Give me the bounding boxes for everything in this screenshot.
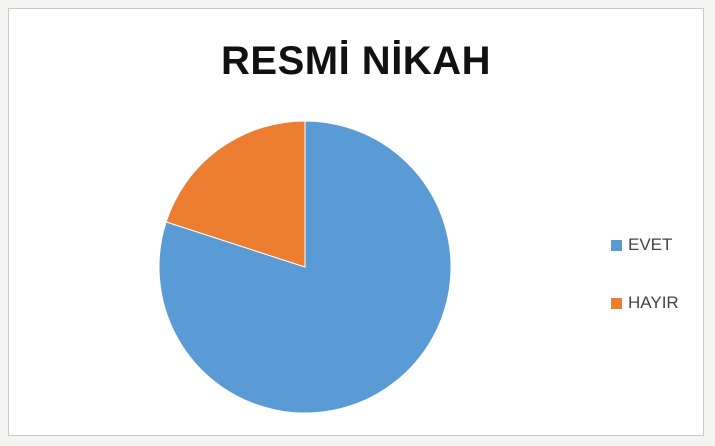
legend-item-hayir: HAYIR (611, 292, 679, 314)
legend: EVET HAYIR (611, 234, 679, 350)
legend-swatch-hayir (611, 297, 622, 309)
chart-title: RESMİ NİKAH (221, 39, 491, 83)
chart-frame: RESMİ NİKAH EVET HAYIR (8, 8, 704, 436)
legend-swatch-evet (611, 239, 622, 251)
legend-label-hayir: HAYIR (628, 293, 679, 312)
legend-label-evet: EVET (628, 235, 673, 254)
legend-item-evet: EVET (611, 234, 679, 256)
pie-slice-hayir (165, 120, 306, 268)
pie-chart (158, 120, 452, 414)
